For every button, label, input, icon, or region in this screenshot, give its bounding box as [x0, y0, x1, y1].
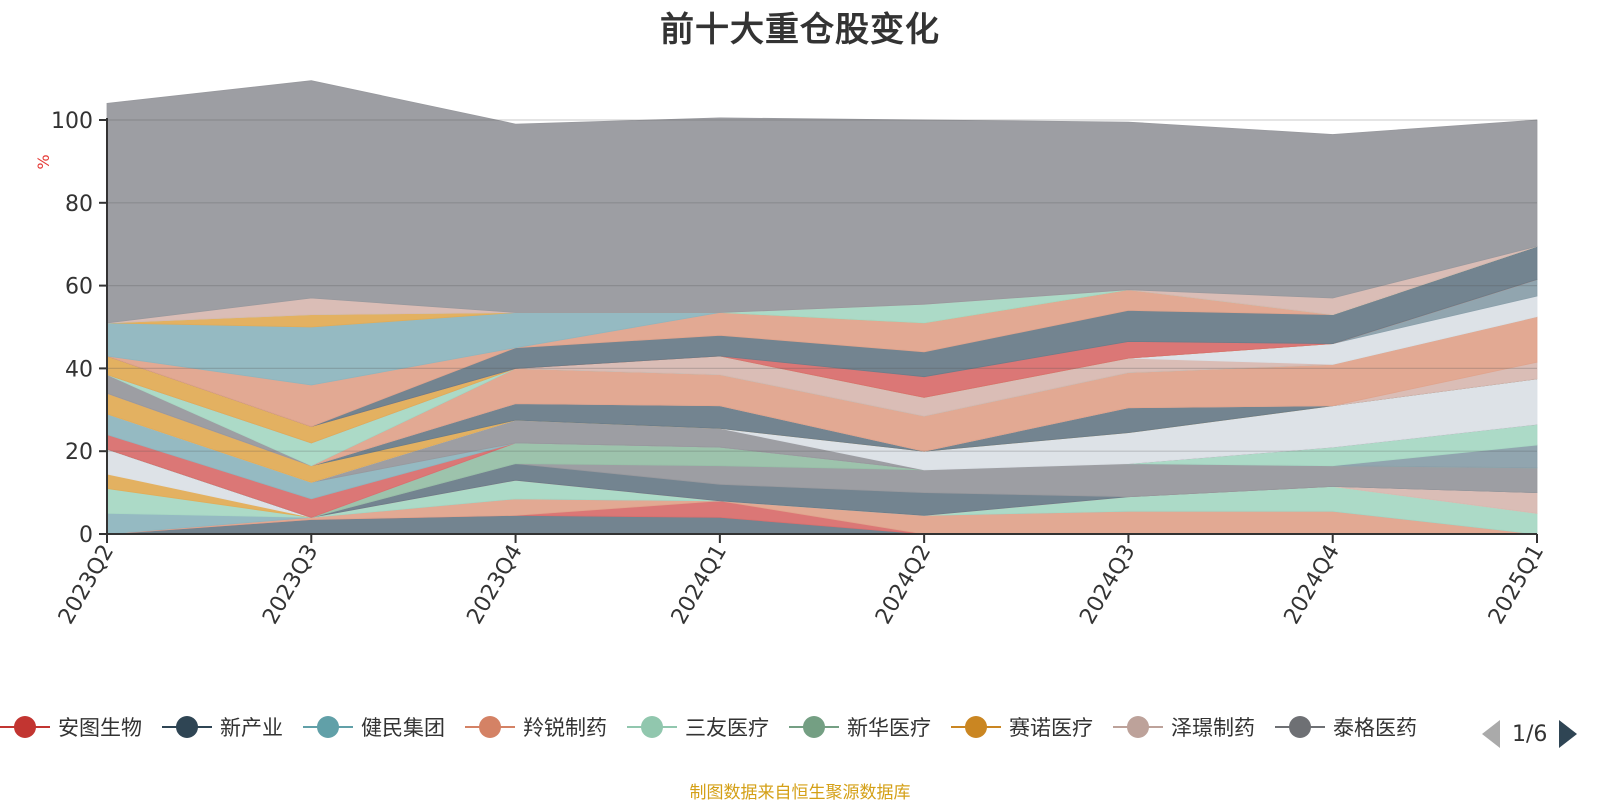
legend: 安图生物 新产业 健民集团 羚锐制药 三友医疗 新华医疗 赛诺医疗 泽璟制药 泰格医药 [0, 712, 1482, 756]
y-tick-label: 0 [79, 523, 93, 548]
legend-marker-icon [162, 715, 212, 739]
legend-marker-icon [951, 715, 1001, 739]
data-source-note: 制图数据来自恒生聚源数据库 [689, 783, 911, 803]
legend-prev-page-icon[interactable] [1482, 720, 1500, 748]
y-tick-label: 100 [51, 109, 93, 134]
y-tick-label: 60 [65, 275, 93, 300]
y-axis-unit-label: % [34, 154, 53, 169]
legend-marker-icon [789, 715, 839, 739]
legend-label: 赛诺医疗 [1009, 716, 1093, 740]
legend-next-page-icon[interactable] [1559, 720, 1578, 748]
legend-label: 泰格医药 [1333, 716, 1417, 740]
legend-label: 泽璟制药 [1171, 716, 1255, 740]
legend-item[interactable]: 安图生物 [0, 712, 142, 742]
x-tick-label: 2023Q2 [54, 541, 119, 629]
legend-item[interactable]: 羚锐制药 [465, 712, 607, 742]
legend-marker-icon [1275, 715, 1325, 739]
legend-marker-icon [0, 715, 50, 739]
x-tick-label: 2024Q2 [871, 541, 936, 629]
x-tick-label: 2025Q1 [1484, 541, 1549, 629]
x-tick-label: 2023Q4 [462, 541, 527, 629]
area-layers [106, 80, 1538, 535]
legend-label: 羚锐制药 [523, 716, 607, 740]
legend-marker-icon [1113, 715, 1163, 739]
legend-item[interactable]: 健民集团 [303, 712, 445, 742]
legend-marker-icon [465, 715, 515, 739]
legend-item[interactable]: 泰格医药 [1275, 712, 1417, 742]
x-tick-label: 2023Q3 [258, 541, 323, 629]
x-tick-label: 2024Q1 [667, 541, 732, 629]
legend-item[interactable]: 新华医疗 [789, 712, 931, 742]
y-tick-label: 20 [65, 440, 93, 465]
stacked-area-chart: 0 20 40 60 80 100% 2023Q2 2023Q3 2023Q4 2024Q1 202… [34, 80, 1549, 629]
chart-title: 前十大重仓股变化 [660, 10, 940, 50]
y-tick-label: 40 [65, 357, 93, 382]
legend-item[interactable]: 三友医疗 [627, 712, 769, 742]
legend-pager: 1/6 [1482, 712, 1600, 756]
legend-label: 新华医疗 [847, 716, 931, 740]
legend-label: 健民集团 [361, 716, 445, 740]
legend-item[interactable]: 赛诺医疗 [951, 712, 1093, 742]
x-tick-label: 2024Q3 [1075, 541, 1140, 629]
legend-marker-icon [303, 715, 353, 739]
area-layer-34 [106, 80, 1538, 324]
legend-label: 三友医疗 [685, 716, 769, 740]
legend-label: 新产业 [220, 716, 283, 740]
legend-marker-icon [627, 715, 677, 739]
y-tick-label: 80 [65, 192, 93, 217]
grid-lines [107, 119, 1537, 452]
legend-label: 安图生物 [58, 716, 142, 740]
legend-page-indicator: 1/6 [1512, 721, 1548, 747]
legend-item[interactable]: 泽璟制药 [1113, 712, 1255, 742]
legend-item[interactable]: 新产业 [162, 712, 283, 742]
x-tick-label: 2024Q4 [1280, 541, 1345, 629]
